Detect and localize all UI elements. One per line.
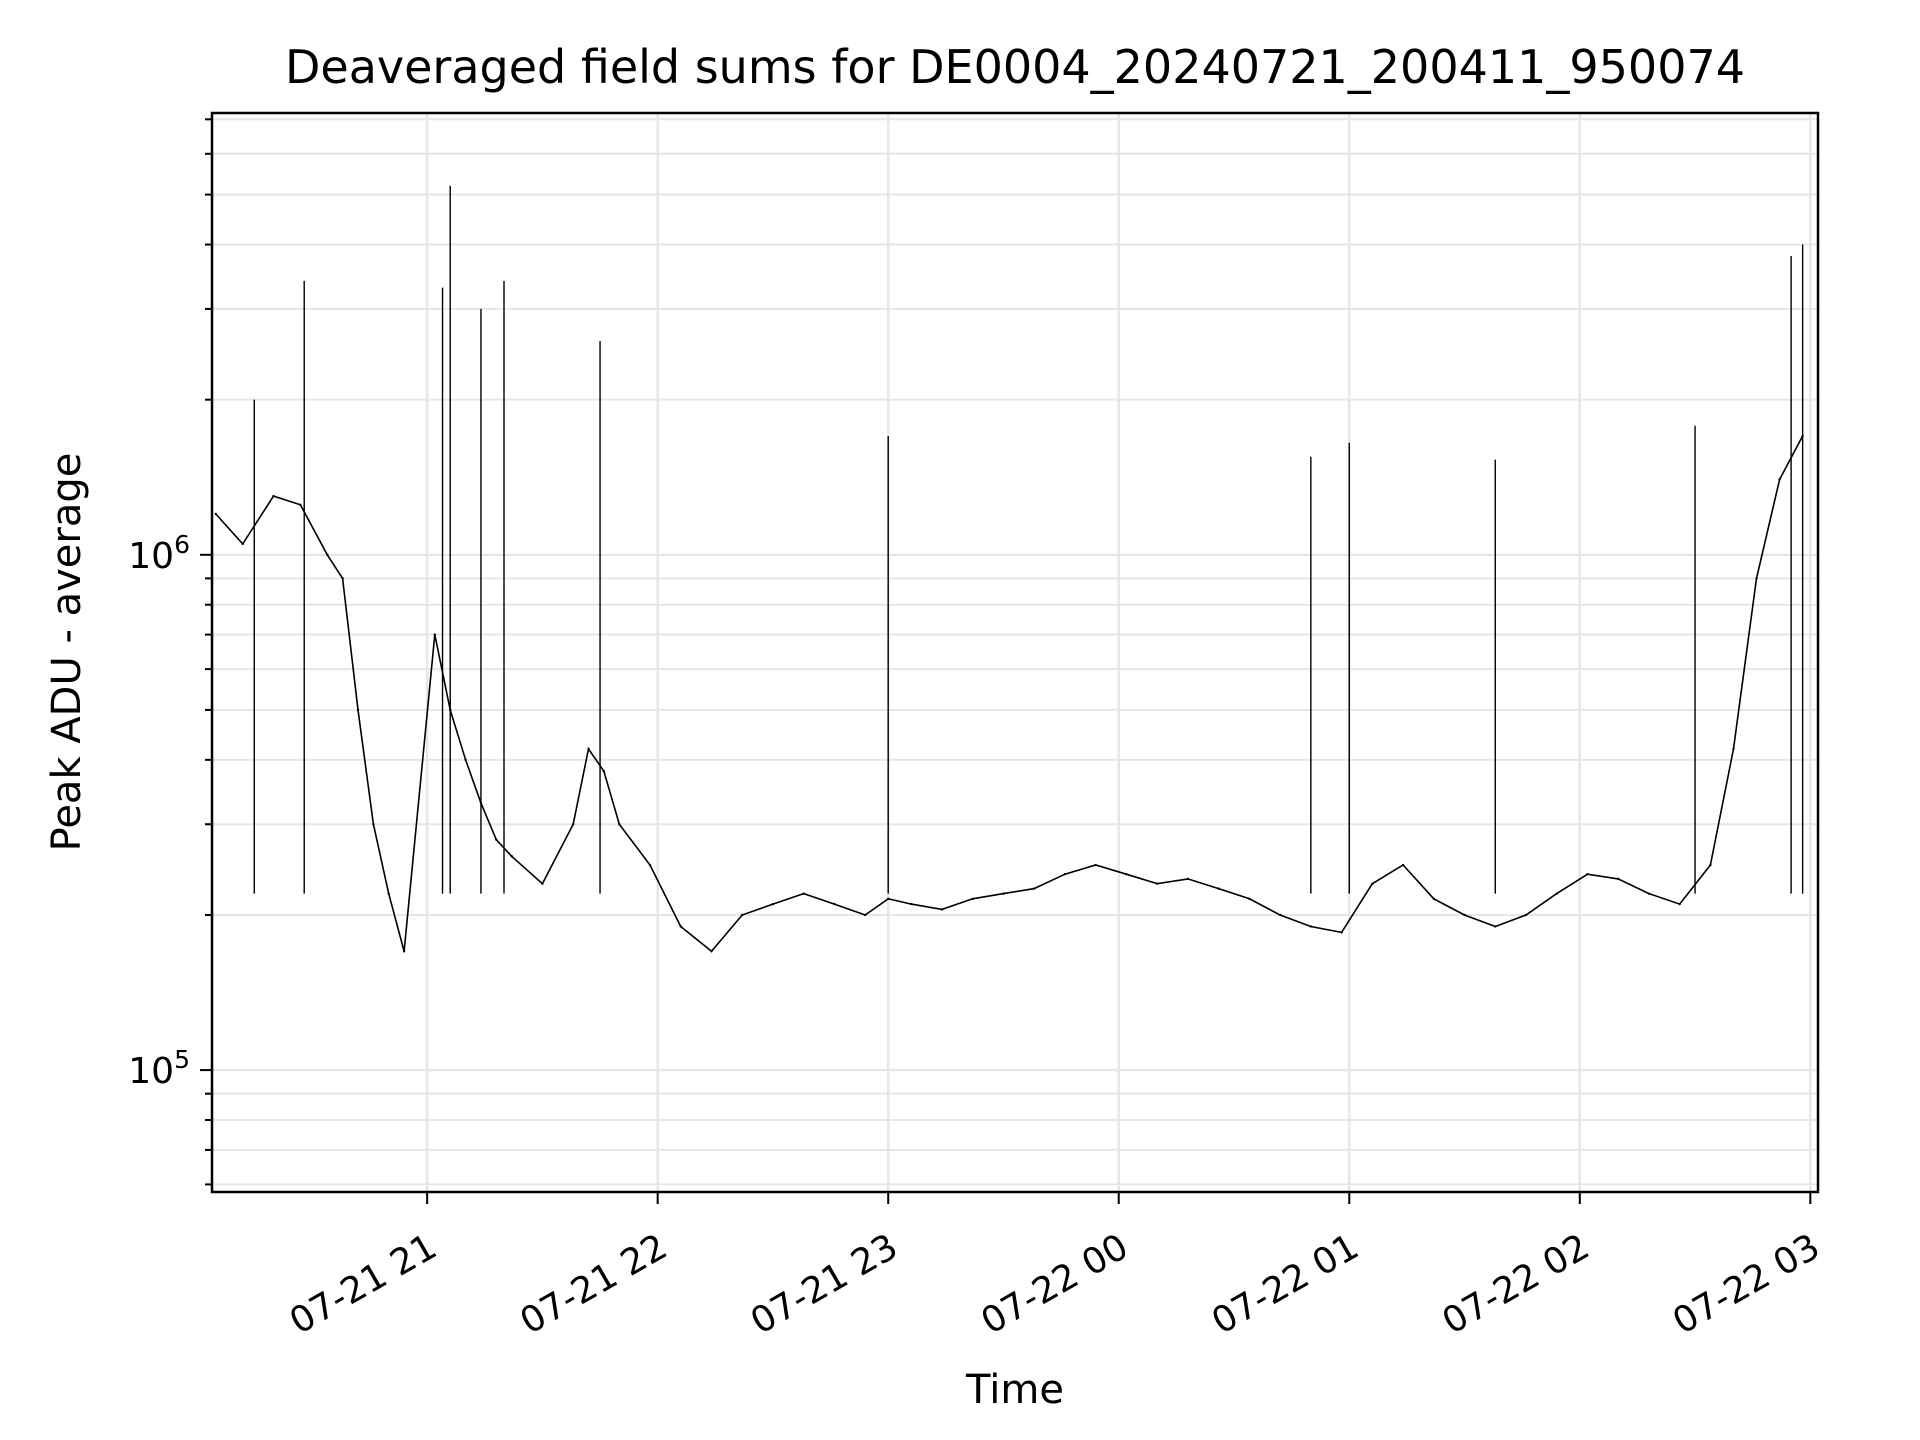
data-point: [510, 855, 513, 858]
data-point: [299, 503, 302, 507]
data-point: [1709, 863, 1712, 867]
data-point: [1217, 887, 1220, 890]
data-point: [618, 823, 621, 826]
data-point: [679, 925, 682, 928]
data-point: [940, 908, 944, 911]
data-point: [356, 708, 360, 712]
data-point: [214, 512, 218, 516]
data-point: [341, 577, 344, 580]
data-point: [1063, 872, 1067, 876]
plot-frame: [210, 111, 1820, 1194]
data-point: [741, 913, 744, 917]
data-series: [214, 185, 1804, 953]
data-point: [1586, 872, 1589, 876]
data-point: [971, 897, 974, 900]
data-point: [495, 838, 498, 841]
data-point: [1340, 931, 1343, 934]
data-point: [710, 950, 713, 953]
y-tick-label: 106: [128, 530, 190, 577]
data-point: [1617, 877, 1620, 881]
data-point: [1309, 925, 1313, 928]
data-point: [326, 553, 329, 556]
data-point: [802, 892, 805, 895]
data-point: [464, 758, 467, 762]
data-point: [1494, 925, 1497, 928]
y-tick-label: 105: [128, 1045, 190, 1092]
data-point: [1125, 872, 1128, 876]
data-point: [387, 892, 390, 895]
data-point: [1755, 577, 1758, 580]
plot-area: 07-21 21 07-21 22 07-21 23 07-22 00 07-22 01…: [128, 111, 1827, 1343]
data-point: [1186, 877, 1190, 881]
data-point: [372, 823, 375, 826]
grid: [212, 113, 1818, 1192]
data-point: [1432, 897, 1435, 900]
data-point: [602, 770, 606, 773]
data-point: [1002, 892, 1005, 895]
data-point: [910, 902, 913, 906]
plot-background: [212, 113, 1818, 1192]
data-point: [1278, 913, 1282, 917]
data-point: [833, 902, 836, 906]
data-point: [1248, 897, 1251, 900]
data-point: [241, 542, 244, 546]
x-axis-label: Time: [965, 1367, 1064, 1413]
data-point: [771, 902, 775, 906]
data-point: [1463, 913, 1466, 917]
data-point: [1371, 882, 1374, 885]
data-point: [402, 950, 406, 953]
data-point: [1401, 863, 1405, 867]
data-point: [648, 863, 652, 867]
data-point: [1524, 913, 1528, 917]
data-point: [1033, 887, 1036, 890]
data-point: [541, 882, 544, 885]
chart-title: Deaveraged field sums for DE0004_2024072…: [285, 40, 1745, 94]
data-point: [887, 897, 890, 900]
data-point: [272, 494, 275, 498]
data-point: [1678, 902, 1681, 906]
data-point: [1094, 863, 1097, 867]
data-point: [571, 823, 575, 826]
data-point: [1155, 882, 1159, 885]
data-point: [587, 747, 590, 751]
data-point: [1647, 892, 1651, 895]
data-point: [1778, 478, 1781, 481]
y-axis-label: Peak ADU - average: [44, 453, 90, 852]
data-point: [433, 633, 437, 636]
data-point: [1732, 747, 1735, 751]
data-point: [863, 913, 867, 917]
data-point: [1555, 892, 1558, 895]
